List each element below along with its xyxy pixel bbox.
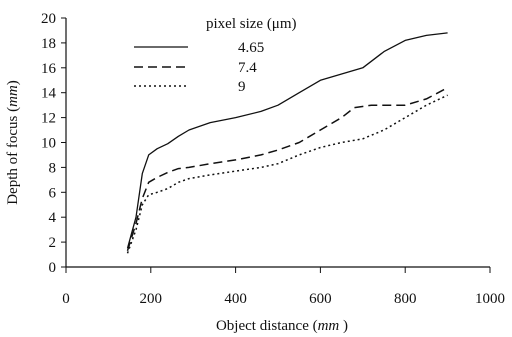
series-line-7.4 <box>126 87 448 252</box>
y-axis-title-prefix: Depth of focus ( <box>5 107 21 205</box>
y-ticks: 0 2 4 6 8 10 12 14 16 18 20 <box>41 11 66 276</box>
y-axis-title-suffix: ) <box>5 80 21 85</box>
x-axis-title-prefix: Object distance ( <box>216 318 318 334</box>
x-axis-title-unit: mm <box>318 318 340 334</box>
y-tick-label: 4 <box>49 210 57 226</box>
legend-title: pixel size (μm) <box>206 16 297 32</box>
y-tick-label: 12 <box>41 111 56 127</box>
axes <box>65 18 490 268</box>
y-axis-title: Depth of focus (mm) <box>5 80 21 205</box>
x-ticks: 0 200 400 600 800 1000 <box>62 267 505 307</box>
y-axis-title-unit: mm <box>5 85 21 107</box>
x-tick-label: 1000 <box>475 291 505 307</box>
series-group <box>126 32 448 254</box>
y-tick-label: 10 <box>41 136 56 152</box>
y-tick-label: 6 <box>49 185 57 201</box>
x-axis-title: Object distance (mm ) <box>216 318 348 334</box>
x-tick-label: 800 <box>394 291 417 307</box>
legend-label-9: 9 <box>238 79 246 95</box>
y-tick-label: 20 <box>41 11 56 27</box>
legend-label-4.65: 4.65 <box>238 40 264 56</box>
x-axis-title-suffix: ) <box>339 318 348 334</box>
x-tick-label: 400 <box>224 291 247 307</box>
legend: pixel size (μm) 4.65 7.4 9 <box>134 16 297 95</box>
x-tick-label: 0 <box>62 291 70 307</box>
series-line-4.65 <box>126 32 448 249</box>
legend-label-7.4: 7.4 <box>238 60 257 76</box>
y-tick-label: 8 <box>49 160 57 176</box>
x-tick-label: 600 <box>309 291 332 307</box>
series-line-9 <box>126 94 448 254</box>
y-tick-label: 2 <box>49 235 57 251</box>
y-tick-label: 14 <box>41 86 57 102</box>
y-tick-label: 16 <box>41 61 57 77</box>
y-tick-label: 18 <box>41 36 56 52</box>
y-tick-label: 0 <box>49 260 57 276</box>
x-tick-label: 200 <box>140 291 163 307</box>
